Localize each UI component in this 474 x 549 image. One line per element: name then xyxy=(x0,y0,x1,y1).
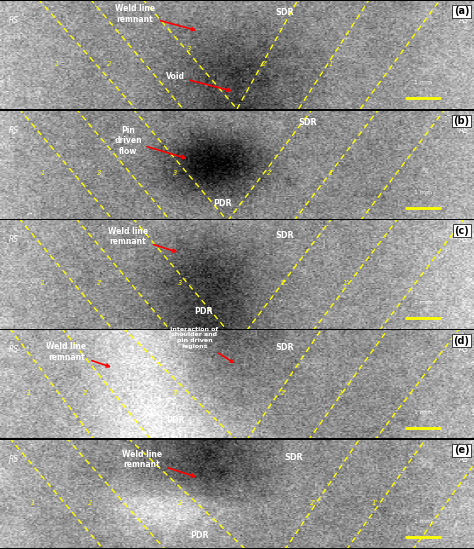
Text: AS: AS xyxy=(458,126,468,135)
Text: 2': 2' xyxy=(282,390,287,396)
Text: Interaction of
shoulder and
pin driven
regions: Interaction of shoulder and pin driven r… xyxy=(170,327,233,362)
Text: 1': 1' xyxy=(329,170,335,176)
Text: 1: 1 xyxy=(55,60,59,66)
Text: 2': 2' xyxy=(282,280,287,286)
Text: Weld line
remnant: Weld line remnant xyxy=(46,342,109,367)
Text: (b): (b) xyxy=(453,116,469,126)
Text: SDR: SDR xyxy=(299,118,318,127)
Text: (e): (e) xyxy=(454,445,469,456)
Text: SDR: SDR xyxy=(275,343,294,352)
Text: (a): (a) xyxy=(454,6,469,16)
Text: RS: RS xyxy=(9,236,18,244)
Text: PDR: PDR xyxy=(166,416,185,425)
Text: Weld line
remnant: Weld line remnant xyxy=(108,227,176,252)
Text: PDR: PDR xyxy=(190,530,209,540)
Text: SDR: SDR xyxy=(284,453,303,462)
Text: (d): (d) xyxy=(453,335,469,346)
Text: AS: AS xyxy=(458,16,468,25)
Text: 1: 1 xyxy=(41,170,45,176)
Text: 1: 1 xyxy=(27,390,30,396)
Text: RS: RS xyxy=(9,16,18,25)
Text: Weld line
remnant: Weld line remnant xyxy=(115,4,195,31)
Text: PDR: PDR xyxy=(194,306,213,316)
Text: 1: 1 xyxy=(41,280,45,286)
Text: 1': 1' xyxy=(372,500,377,506)
Text: 1 mm: 1 mm xyxy=(414,190,432,195)
Text: 2: 2 xyxy=(83,390,87,396)
Text: Pin
driven
flow: Pin driven flow xyxy=(114,126,185,159)
Text: 1': 1' xyxy=(329,60,335,66)
Text: AS: AS xyxy=(458,236,468,244)
Text: 1': 1' xyxy=(338,390,344,396)
Text: RS: RS xyxy=(9,345,18,354)
Text: 2': 2' xyxy=(267,170,273,176)
Text: 3: 3 xyxy=(178,500,182,506)
Text: 3: 3 xyxy=(173,390,177,396)
Text: 2: 2 xyxy=(98,280,101,286)
Text: 1 mm: 1 mm xyxy=(414,300,432,305)
Text: 1 mm: 1 mm xyxy=(414,410,432,414)
Text: 3: 3 xyxy=(188,47,191,53)
Text: PDR: PDR xyxy=(213,199,232,208)
Text: 1': 1' xyxy=(343,280,349,286)
Text: AS: AS xyxy=(458,455,468,464)
Text: Weld line
remnant: Weld line remnant xyxy=(122,450,195,477)
Text: SDR: SDR xyxy=(275,8,294,18)
Text: Void: Void xyxy=(166,72,230,91)
Text: 2': 2' xyxy=(310,500,316,506)
Text: 3: 3 xyxy=(173,170,177,176)
Text: RS: RS xyxy=(9,126,18,135)
Text: SDR: SDR xyxy=(275,231,294,240)
Text: 1 mm: 1 mm xyxy=(414,80,432,85)
Text: 3: 3 xyxy=(178,280,182,286)
Text: 1: 1 xyxy=(31,500,35,506)
Text: 2: 2 xyxy=(107,60,111,66)
Text: 2: 2 xyxy=(98,170,101,176)
Text: AS: AS xyxy=(458,345,468,354)
Text: 2': 2' xyxy=(263,60,268,66)
Text: 1 mm: 1 mm xyxy=(414,519,432,524)
Text: RS: RS xyxy=(9,455,18,464)
Text: 2: 2 xyxy=(88,500,92,506)
Text: (c): (c) xyxy=(455,226,469,236)
